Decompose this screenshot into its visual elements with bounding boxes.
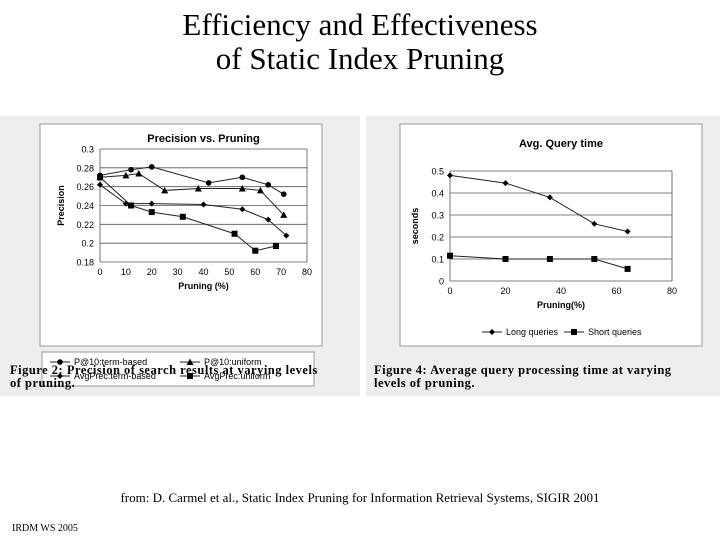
- data-point: [239, 206, 246, 213]
- chart-legend-frame: [41, 351, 315, 387]
- data-point: [179, 213, 186, 220]
- data-point: [231, 230, 238, 237]
- data-point: [546, 194, 553, 201]
- legend-marker: [57, 373, 63, 379]
- data-point: [97, 174, 103, 181]
- chart-frame: [399, 123, 703, 347]
- y-tick-label: 0.2: [431, 233, 444, 243]
- x-tick-label: 50: [224, 267, 234, 277]
- y-tick-label: 0.1: [431, 255, 444, 265]
- data-point: [194, 185, 202, 192]
- chart-frame: [39, 123, 323, 347]
- legend-marker: [489, 329, 495, 335]
- data-point: [447, 172, 453, 179]
- data-point: [135, 169, 143, 177]
- figure-2-caption-line2: of pruning.: [10, 376, 76, 390]
- data-point: [148, 209, 155, 216]
- x-axis-label: Pruning (%): [178, 281, 229, 291]
- data-point: [128, 166, 134, 173]
- data-point: [272, 242, 279, 249]
- data-point: [624, 265, 631, 272]
- x-tick-label: 0: [97, 267, 102, 277]
- data-point: [200, 201, 207, 208]
- x-tick-label: 30: [173, 267, 183, 277]
- data-point: [624, 228, 631, 235]
- chart-title: Precision vs. Pruning: [147, 133, 259, 145]
- y-tick-label: 0.2: [81, 239, 94, 249]
- x-tick-label: 10: [121, 267, 131, 277]
- legend-label: P@10:term-based: [74, 357, 147, 367]
- data-point: [447, 252, 453, 259]
- query-time-chart: Avg. Query time 0 0.1 0.2 0.3 0.4 0.5 0 20 40 60 80…: [399, 123, 703, 347]
- figure-4-panel: Avg. Query time 0 0.1 0.2 0.3 0.4 0.5 0 20 40 60 80…: [366, 116, 720, 396]
- x-tick-label: 20: [500, 286, 510, 296]
- data-point: [256, 186, 264, 194]
- data-point: [205, 180, 212, 186]
- data-point: [265, 181, 271, 188]
- legend-label: P@10:uniform: [204, 357, 262, 367]
- data-point: [591, 256, 598, 262]
- x-tick-label: 80: [667, 286, 677, 296]
- figure-4-caption-line2: levels of pruning.: [374, 376, 476, 390]
- data-point: [546, 256, 553, 262]
- figure-2-caption-line1: Figure 2: Precision of search results at…: [10, 363, 318, 377]
- data-point: [148, 164, 155, 170]
- x-tick-label: 60: [250, 267, 260, 277]
- x-tick-label: 60: [611, 286, 621, 296]
- legend-label: AvgPrec:term-based: [74, 371, 156, 381]
- legend-marker: [571, 329, 577, 335]
- data-point: [161, 186, 169, 194]
- legend-label: Short queries: [588, 327, 642, 337]
- y-tick-label: 0.3: [431, 211, 444, 221]
- data-point: [283, 232, 290, 239]
- footer-label: IRDM WS 2005: [12, 523, 78, 534]
- x-tick-label: 40: [198, 267, 208, 277]
- series-line: [99, 172, 285, 216]
- chart-title: Avg. Query time: [519, 138, 603, 150]
- legend-label: AvgPrec:uniform: [204, 371, 270, 381]
- x-tick-label: 0: [447, 286, 452, 296]
- x-tick-label: 40: [556, 286, 566, 296]
- x-axis-label: Pruning(%): [537, 300, 585, 310]
- legend-marker: [186, 358, 194, 365]
- y-tick-label: 0.24: [76, 201, 94, 211]
- slide-title-line2: of Static Index Pruning: [215, 41, 505, 76]
- data-point: [280, 191, 287, 197]
- data-point: [97, 181, 103, 188]
- data-point: [122, 171, 130, 179]
- data-point: [252, 247, 259, 254]
- y-axis-label: seconds: [410, 208, 420, 245]
- data-point: [265, 216, 272, 223]
- data-point: [148, 200, 155, 207]
- data-point: [591, 220, 598, 227]
- y-tick-label: 0.28: [76, 163, 94, 173]
- precision-chart: Precision vs. Pruning 0.18 0.2 0.22 0.24 0.26…: [39, 123, 323, 387]
- legend-label: Long queries: [506, 327, 559, 337]
- y-tick-label: 0.18: [76, 258, 94, 268]
- x-tick-label: 20: [147, 267, 157, 277]
- y-tick-label: 0.3: [81, 145, 94, 155]
- y-tick-label: 0.4: [431, 189, 444, 199]
- data-point: [502, 256, 509, 262]
- y-tick-label: 0.22: [76, 220, 94, 230]
- citation: from: D. Carmel et al., Static Index Pru…: [120, 490, 600, 505]
- legend-marker: [187, 373, 193, 379]
- y-tick-label: 0.5: [431, 167, 444, 177]
- data-point: [502, 180, 509, 187]
- data-point: [128, 202, 135, 209]
- data-point: [280, 211, 288, 218]
- figure-2-panel: Precision vs. Pruning 0.18 0.2 0.22 0.24 0.26…: [0, 116, 360, 396]
- figure-4-caption-line1: Figure 4: Average query processing time …: [374, 363, 672, 377]
- y-axis-label: Precision: [56, 185, 66, 226]
- data-point: [239, 174, 246, 181]
- x-tick-label: 80: [302, 267, 312, 277]
- slide-title-line1: Efficiency and Effectiveness: [182, 7, 538, 42]
- x-tick-label: 70: [276, 267, 286, 277]
- y-tick-label: 0.26: [76, 182, 94, 192]
- legend-marker: [57, 359, 63, 365]
- y-tick-label: 0: [439, 277, 444, 287]
- data-point: [238, 185, 246, 192]
